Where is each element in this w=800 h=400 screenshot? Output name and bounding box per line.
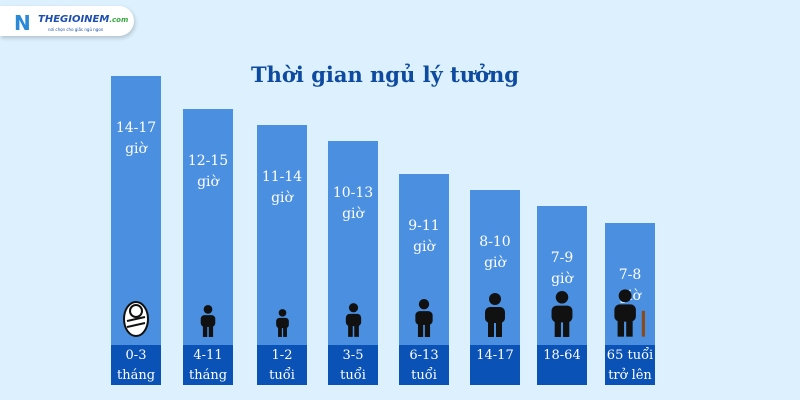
teen-icon bbox=[470, 293, 520, 341]
category-label: 6-13 tuổi bbox=[399, 344, 449, 385]
category-label: 4-11 tháng bbox=[183, 345, 233, 385]
value-label: 10-13 giờ bbox=[332, 185, 374, 223]
logo[interactable]: N THEGIOINEM.com nơi chọn cho giấc ngủ n… bbox=[0, 6, 134, 36]
baby-swaddled-icon bbox=[111, 297, 161, 341]
toddler-icon bbox=[257, 309, 307, 341]
value-label: 12-15 giờ bbox=[187, 152, 229, 190]
value-label: 7-9 giờ bbox=[550, 250, 574, 288]
value-label: 14-17 giờ bbox=[115, 119, 157, 157]
category-label: 14-17 bbox=[470, 345, 520, 385]
category-label: 3-5 tuổi bbox=[328, 344, 378, 385]
bar: 11-14 giờ 1-2 tuổi bbox=[257, 124, 307, 385]
chart-title: Thời gian ngủ lý tưởng bbox=[251, 62, 519, 87]
bar: 12-15 giờ 4-11 tháng bbox=[183, 108, 233, 385]
category-label: 18-64 bbox=[537, 344, 587, 385]
adult-icon bbox=[537, 290, 587, 341]
value-label: 8-10 giờ bbox=[479, 234, 511, 271]
bar: 10-13 giờ 3-5 tuổi bbox=[328, 141, 378, 385]
child-icon bbox=[328, 303, 378, 341]
bar: 9-11 giờ 6-13 tuổi bbox=[399, 173, 449, 385]
category-label: 65 tuổi trở lên bbox=[605, 344, 655, 385]
kid-icon bbox=[399, 298, 449, 341]
category-label: 0-3 tháng bbox=[111, 344, 161, 385]
bar: 7-9 giờ 18-64 bbox=[537, 206, 587, 385]
category-label: 1-2 tuổi bbox=[257, 344, 307, 385]
logo-mark: N bbox=[14, 11, 31, 35]
bar: 14-17 giờ 0-3 tháng bbox=[111, 75, 161, 385]
logo-brand: THEGIOINEM.com bbox=[38, 14, 129, 25]
logo-tagline: nơi chọn cho giấc ngủ ngon bbox=[48, 27, 104, 32]
infant-icon bbox=[183, 305, 233, 341]
bar: 8-10 giờ 14-17 bbox=[470, 190, 520, 385]
value-label: 9-11 giờ bbox=[408, 217, 440, 255]
elder-with-cane-icon bbox=[605, 289, 655, 341]
value-label: 11-14 giờ bbox=[261, 168, 303, 206]
